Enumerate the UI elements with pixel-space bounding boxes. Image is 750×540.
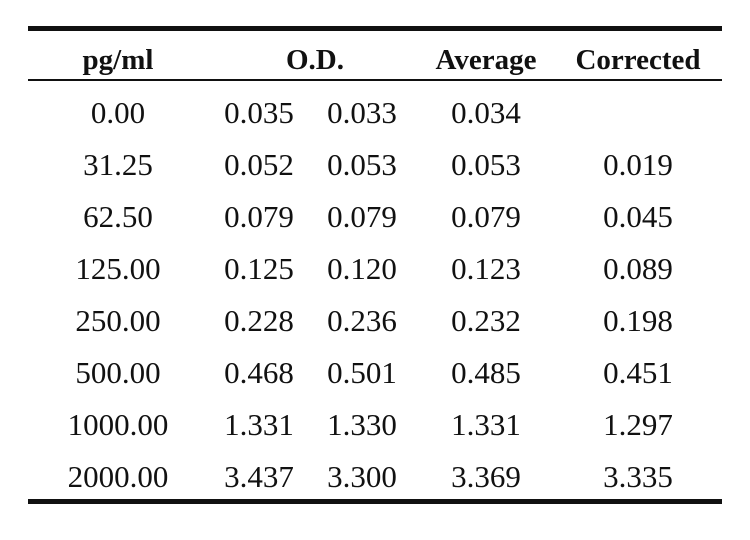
table-row: 0.00 0.035 0.033 0.034: [28, 88, 722, 140]
cell-concentration: 2000.00: [67, 459, 169, 494]
header-average: Average: [435, 44, 537, 76]
header-od: O.D.: [286, 44, 344, 76]
cell-average: 0.053: [451, 147, 521, 182]
cell-od-2: 3.300: [327, 459, 397, 494]
cell-average: 0.034: [451, 95, 521, 130]
cell-corrected: 0.089: [603, 251, 673, 286]
cell-concentration: 0.00: [90, 95, 146, 130]
cell-od-1: 0.468: [224, 355, 294, 390]
cell-od-1: 0.228: [224, 303, 294, 338]
table-row: 31.25 0.052 0.053 0.053 0.019: [28, 140, 722, 192]
cell-concentration: 62.50: [83, 199, 153, 234]
cell-concentration: 250.00: [75, 303, 161, 338]
cell-od-2: 0.120: [327, 251, 397, 286]
table-row: 1000.00 1.331 1.330 1.331 1.297: [28, 400, 722, 452]
cell-corrected: 0.019: [603, 147, 673, 182]
cell-od-2: 0.236: [327, 303, 397, 338]
cell-od-1: 0.125: [224, 251, 294, 286]
cell-od-1: 1.331: [224, 407, 294, 442]
cell-od-2: 0.053: [327, 147, 397, 182]
table-body: 0.00 0.035 0.033 0.034 31.25 0.052 0.053…: [28, 88, 722, 504]
cell-average: 1.331: [451, 407, 521, 442]
cell-od-1: 3.437: [224, 459, 294, 494]
cell-concentration: 500.00: [75, 355, 161, 390]
cell-concentration: 125.00: [75, 251, 161, 286]
header-corrected: Corrected: [575, 44, 701, 76]
cell-average: 0.232: [451, 303, 521, 338]
cell-od-1: 0.079: [224, 199, 294, 234]
table-top-rule: [28, 26, 722, 31]
cell-od-2: 0.033: [327, 95, 397, 130]
cell-od-2: 0.079: [327, 199, 397, 234]
table-row: 2000.00 3.437 3.300 3.369 3.335: [28, 452, 722, 504]
header-concentration: pg/ml: [82, 44, 154, 76]
cell-concentration: 31.25: [83, 147, 153, 182]
cell-average: 3.369: [451, 459, 521, 494]
cell-corrected: 0.045: [603, 199, 673, 234]
table-header-rule: [28, 79, 722, 81]
cell-corrected: 3.335: [603, 459, 673, 494]
table-row: 62.50 0.079 0.079 0.079 0.045: [28, 192, 722, 244]
table-row: 125.00 0.125 0.120 0.123 0.089: [28, 244, 722, 296]
table-header-row: pg/ml O.D. Average Corrected: [28, 34, 722, 78]
cell-od-2: 0.501: [327, 355, 397, 390]
cell-average: 0.123: [451, 251, 521, 286]
table-bottom-rule: [28, 499, 722, 504]
cell-corrected: 0.451: [603, 355, 673, 390]
cell-od-1: 0.052: [224, 147, 294, 182]
cell-od-1: 0.035: [224, 95, 294, 130]
cell-corrected: 1.297: [603, 407, 673, 442]
cell-average: 0.079: [451, 199, 521, 234]
cell-od-2: 1.330: [327, 407, 397, 442]
cell-average: 0.485: [451, 355, 521, 390]
cell-concentration: 1000.00: [67, 407, 169, 442]
cell-corrected: 0.198: [603, 303, 673, 338]
table-row: 500.00 0.468 0.501 0.485 0.451: [28, 348, 722, 400]
table-row: 250.00 0.228 0.236 0.232 0.198: [28, 296, 722, 348]
